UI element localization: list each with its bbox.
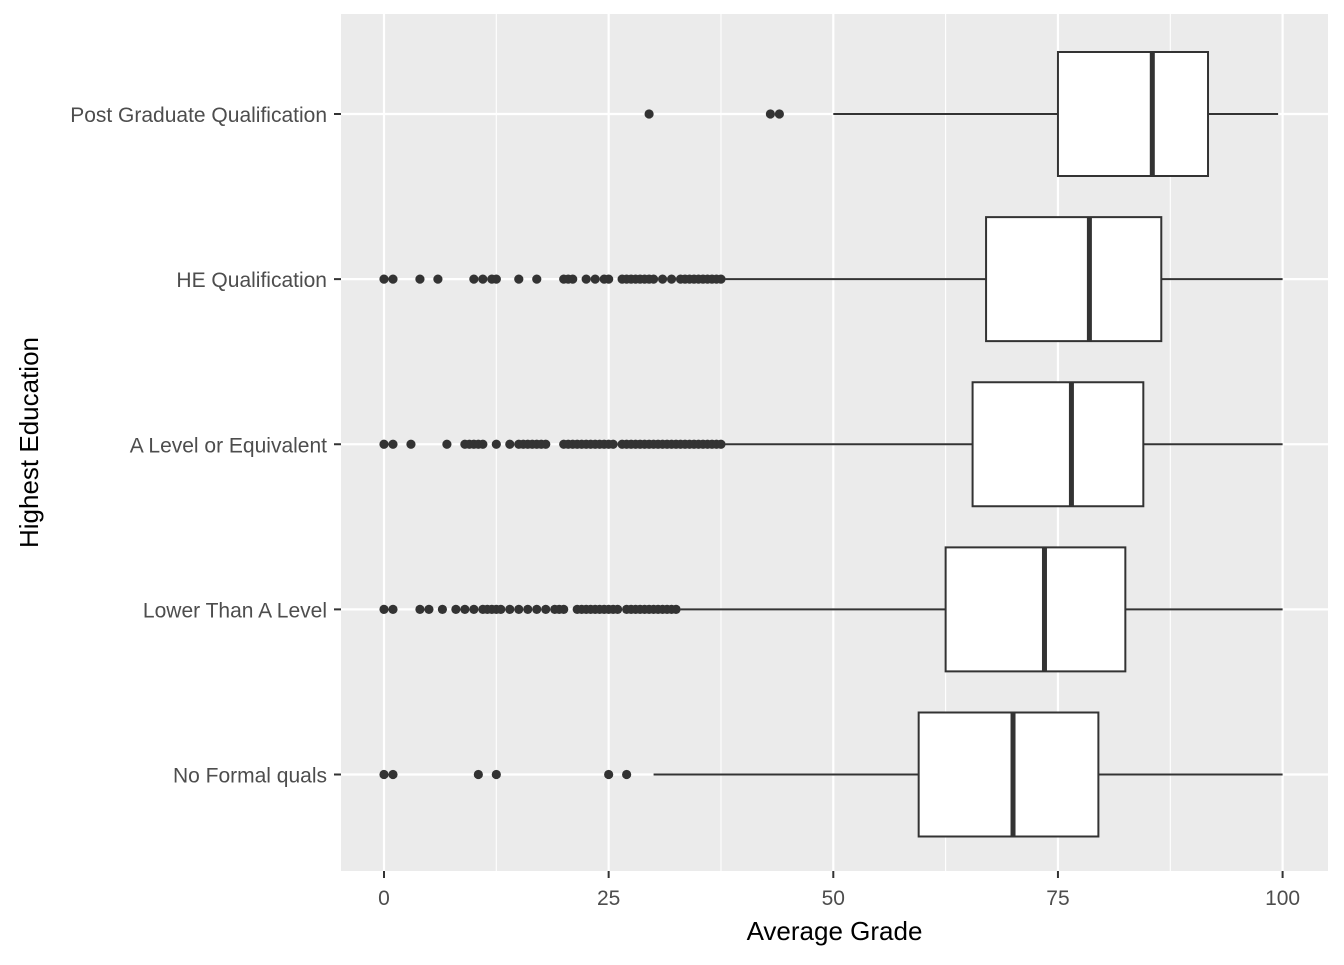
box-group [379, 381, 1283, 508]
outlier-point [604, 274, 614, 284]
outlier-point [774, 109, 784, 119]
x-tick-label: 25 [597, 887, 620, 910]
y-tick-label: Lower Than A Level [143, 599, 327, 622]
outlier-point [581, 274, 591, 284]
outlier-point [765, 109, 775, 119]
outlier-point [388, 439, 398, 449]
outlier-point [469, 604, 479, 614]
outlier-point [716, 439, 726, 449]
outlier-point [644, 109, 654, 119]
outlier-point [473, 769, 483, 780]
outlier-point [568, 274, 578, 284]
outlier-point [424, 604, 434, 614]
box-iqr [917, 711, 1100, 838]
box-group [379, 216, 1283, 343]
outlier-point [541, 604, 551, 614]
outlier-point [415, 274, 425, 284]
outlier-point [491, 274, 501, 284]
outlier-point [451, 604, 461, 614]
outlier-point [406, 439, 416, 449]
x-axis-title: Average Grade [747, 916, 923, 946]
outlier-point [514, 604, 524, 614]
outlier-point [532, 274, 542, 284]
outlier-point [379, 274, 389, 284]
box-iqr [985, 216, 1163, 343]
box-group [379, 546, 1283, 673]
outlier-point [532, 604, 542, 614]
x-tick-label: 50 [822, 887, 845, 910]
y-tick-label: No Formal quals [173, 765, 327, 788]
outlier-point [437, 604, 448, 614]
axis-layer: 0 25 50 75 100 Post Graduate Qualification HE … [70, 104, 1300, 910]
box-group [644, 51, 1279, 177]
outlier-point [657, 274, 668, 284]
outlier-point [505, 439, 515, 449]
outlier-point [379, 769, 389, 780]
outlier-point [491, 439, 501, 449]
box-group [379, 711, 1283, 838]
outlier-point [388, 274, 398, 284]
outlier-point [469, 274, 479, 284]
outlier-point [523, 604, 533, 614]
outlier-point [716, 274, 726, 284]
outlier-point [613, 604, 623, 614]
outlier-point [514, 274, 524, 284]
x-tick-label: 100 [1265, 887, 1300, 910]
outlier-point [648, 274, 659, 284]
x-tick-label: 0 [378, 887, 390, 910]
outlier-point [415, 604, 425, 614]
outlier-point [622, 769, 632, 780]
y-axis-title: Highest Education [14, 337, 44, 548]
outlier-point [666, 274, 677, 284]
y-tick-label: Post Graduate Qualification [70, 104, 327, 127]
box-iqr [971, 381, 1145, 508]
outlier-point [478, 439, 488, 449]
y-tick-label: HE Qualification [176, 269, 327, 292]
x-tick-label: 75 [1046, 887, 1069, 910]
outlier-point [496, 604, 506, 614]
outlier-point [590, 274, 600, 284]
outlier-point [388, 604, 398, 614]
outlier-point [388, 769, 398, 780]
outlier-point [541, 439, 551, 449]
outlier-point [433, 274, 443, 284]
box-iqr [944, 546, 1127, 673]
outlier-point [379, 604, 389, 614]
outlier-point [604, 769, 614, 780]
outlier-point [478, 274, 488, 284]
outlier-point [671, 604, 681, 614]
outlier-point [460, 604, 470, 614]
outlier-point [559, 604, 569, 614]
y-tick-label: A Level or Equivalent [130, 434, 327, 457]
box-layer [379, 51, 1283, 838]
outlier-point [491, 769, 501, 780]
outlier-point [608, 439, 618, 449]
outlier-point [442, 439, 452, 449]
outlier-point [505, 604, 515, 614]
box-iqr [1056, 51, 1210, 177]
outlier-point [379, 439, 389, 449]
